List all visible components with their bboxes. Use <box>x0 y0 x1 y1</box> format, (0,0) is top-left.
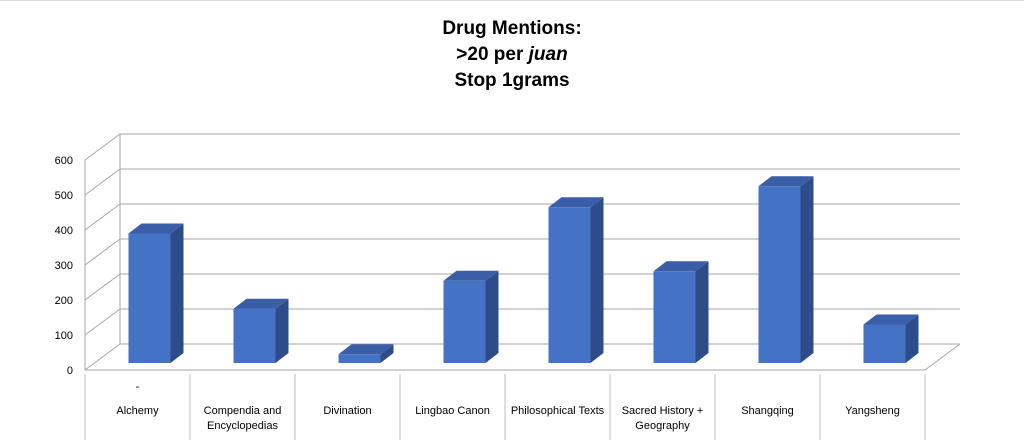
bar-top <box>548 197 604 208</box>
bar-top <box>758 176 814 187</box>
bar-side <box>800 176 814 363</box>
gridline-side <box>84 168 121 196</box>
bar-top <box>233 298 289 309</box>
bar-side <box>905 314 919 363</box>
title-line-2-prefix: >20 per <box>456 44 529 65</box>
bar <box>233 308 276 363</box>
bar <box>128 233 171 363</box>
x-tick-label: Sacred History + <box>622 405 704 417</box>
bar <box>758 186 801 363</box>
x-tick-label: Yangsheng <box>845 405 900 417</box>
gridline-side <box>84 133 121 161</box>
chart-title: Drug Mentions: >20 per juan Stop 1grams <box>0 16 1024 94</box>
bar <box>338 354 381 363</box>
y-tick-label: 300 <box>55 260 73 272</box>
x-tick-label: Alchemy <box>116 405 159 417</box>
title-line-3: Stop 1grams <box>454 70 570 91</box>
y-tick-label: 0 <box>67 365 73 377</box>
gridline-side <box>84 343 121 371</box>
bar-side <box>590 197 604 363</box>
bar <box>653 271 696 363</box>
bar-side <box>275 298 289 363</box>
title-line-1: Drug Mentions: <box>442 18 582 39</box>
bar-side <box>695 261 709 363</box>
gridline-side <box>84 203 121 231</box>
title-line-2-italic: juan <box>528 44 568 65</box>
bar <box>443 280 486 363</box>
bar-side <box>485 270 499 363</box>
bar-side <box>380 344 394 363</box>
floor-right-edge <box>924 343 961 371</box>
bar-side <box>170 223 184 363</box>
y-tick-label: 100 <box>55 330 73 342</box>
top-border <box>0 0 1024 1</box>
bar-top <box>863 314 919 325</box>
x-tick-label: Divination <box>323 405 371 417</box>
x-tick-label: Philosophical Texts <box>511 405 605 417</box>
x-tick-label: Compendia and <box>204 405 282 417</box>
bar-top <box>128 223 184 234</box>
y-tick-label: 500 <box>55 190 73 202</box>
gridline-side <box>84 308 121 336</box>
y-tick-label: 600 <box>55 155 73 167</box>
x-tick-label: Lingbao Canon <box>415 405 490 417</box>
bar-top <box>653 261 709 272</box>
y-tick-label: 400 <box>55 225 73 237</box>
x-tick-label: Encyclopedias <box>207 420 278 432</box>
title-line-2: >20 per juan <box>0 42 1024 68</box>
gridline-side <box>84 273 121 301</box>
x-tick-label: Geography <box>635 420 690 432</box>
bar <box>548 207 591 363</box>
bar-top <box>443 270 499 281</box>
gridline-side <box>84 238 121 266</box>
x-tick-label: Shangqing <box>741 405 794 417</box>
group-label: - <box>136 381 140 393</box>
y-tick-label: 200 <box>55 295 73 307</box>
bar-top <box>338 344 394 355</box>
bar <box>863 324 906 363</box>
